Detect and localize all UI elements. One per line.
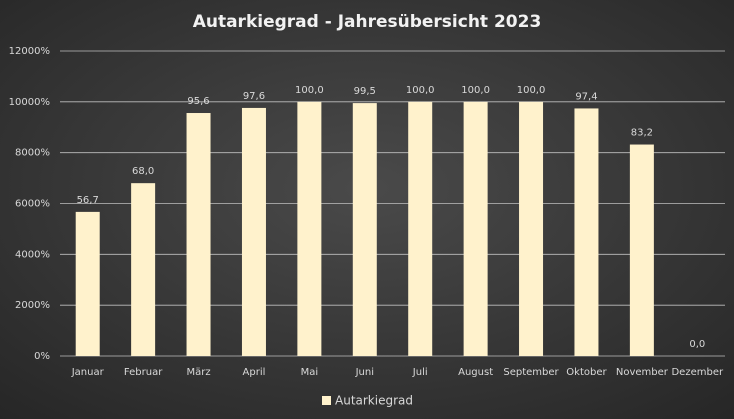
x-tick-label: Juli [412, 367, 428, 378]
y-tick-label: 2000% [15, 300, 50, 311]
bar [241, 107, 266, 356]
bar [574, 108, 599, 356]
y-tick-label: 0% [34, 351, 50, 362]
data-label: 68,0 [132, 166, 154, 177]
y-tick-label: 12000% [9, 46, 50, 57]
bar [186, 113, 211, 357]
y-tick-label: 4000% [15, 249, 50, 260]
bar [131, 183, 156, 356]
bar [297, 101, 322, 356]
data-label: 100,0 [406, 85, 435, 96]
legend-swatch [322, 396, 331, 405]
bar [519, 101, 544, 356]
data-label: 83,2 [631, 128, 653, 139]
data-label: 56,7 [77, 195, 99, 206]
x-tick-label: Mai [301, 367, 319, 378]
x-tick-label: April [243, 367, 266, 378]
chart-title: Autarkiegrad - Jahresübersicht 2023 [193, 12, 542, 32]
y-tick-label: 10000% [9, 97, 50, 108]
legend-label: Autarkiegrad [335, 394, 413, 408]
x-tick-label: März [186, 367, 210, 378]
x-tick-label: Oktober [566, 367, 607, 378]
bar [75, 211, 100, 356]
bar [629, 144, 654, 356]
bar [463, 101, 488, 356]
data-label: 100,0 [295, 85, 324, 96]
x-tick-label: Juni [355, 367, 374, 378]
data-label: 0,0 [689, 339, 705, 350]
x-tick-label: November [616, 367, 669, 378]
data-label: 97,4 [575, 91, 597, 102]
bar [408, 101, 433, 356]
x-tick-label: Januar [71, 367, 105, 378]
data-label: 95,6 [187, 96, 209, 107]
x-tick-label: Februar [124, 367, 163, 378]
y-tick-label: 8000% [15, 148, 50, 159]
data-label: 100,0 [517, 85, 546, 96]
bar [352, 103, 377, 357]
data-label: 99,5 [354, 86, 376, 97]
x-tick-label: August [458, 367, 493, 378]
x-tick-label: September [503, 367, 559, 378]
data-label: 100,0 [461, 85, 490, 96]
data-label: 97,6 [243, 91, 265, 102]
x-tick-label: Dezember [671, 367, 723, 378]
y-tick-label: 6000% [15, 199, 50, 210]
